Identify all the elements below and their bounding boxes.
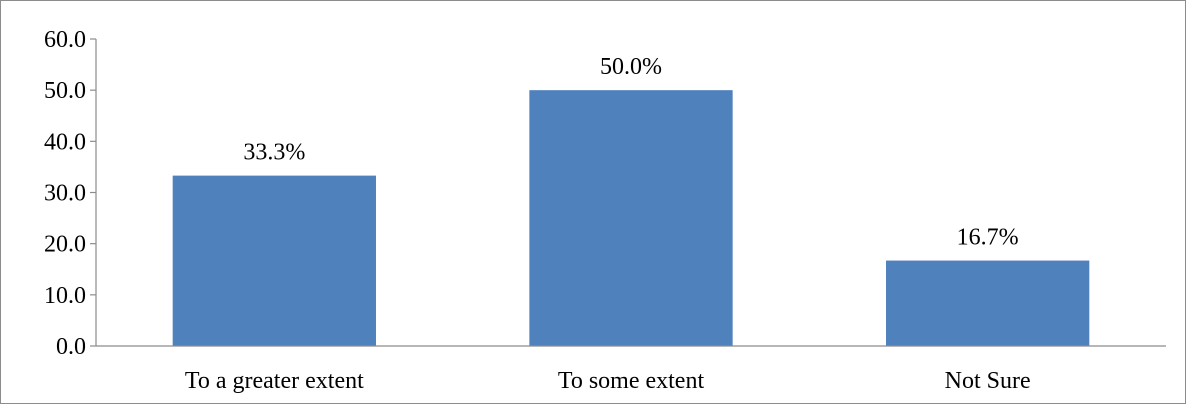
labels-layer: 33.3% To a greater extent 50.0% To some ext… <box>185 54 1031 394</box>
x-category-label: To some extent <box>558 368 705 394</box>
bar-data-label: 50.0% <box>600 54 662 80</box>
bar-data-label: 33.3% <box>243 140 305 166</box>
y-tick-label: 20.0 <box>44 232 86 258</box>
bar <box>886 260 1090 346</box>
x-category-label: Not Sure <box>945 368 1031 394</box>
bar <box>172 175 376 346</box>
bars-layer <box>172 90 1090 347</box>
y-tick-label: 60.0 <box>44 27 86 53</box>
x-category-label: To a greater extent <box>185 368 364 394</box>
bar-data-label: 16.7% <box>957 225 1019 251</box>
y-tick-label: 10.0 <box>44 283 86 309</box>
y-tick-label: 30.0 <box>44 181 86 207</box>
bar <box>529 90 733 347</box>
y-axis-ticks: 0.0 10.0 20.0 30.0 40.0 50.0 60.0 <box>44 27 96 360</box>
y-tick-label: 0.0 <box>56 334 86 360</box>
y-tick-label: 50.0 <box>44 78 86 104</box>
y-tick-label: 40.0 <box>44 129 86 155</box>
